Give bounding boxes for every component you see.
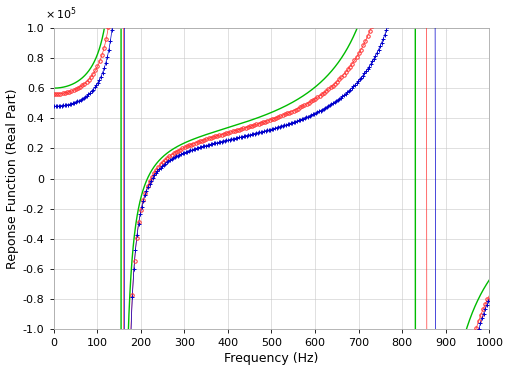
Y-axis label: Reponse Function (Real Part): Reponse Function (Real Part): [6, 88, 18, 269]
Text: $\times\,10^5$: $\times\,10^5$: [45, 5, 76, 22]
X-axis label: Frequency (Hz): Frequency (Hz): [224, 352, 319, 365]
